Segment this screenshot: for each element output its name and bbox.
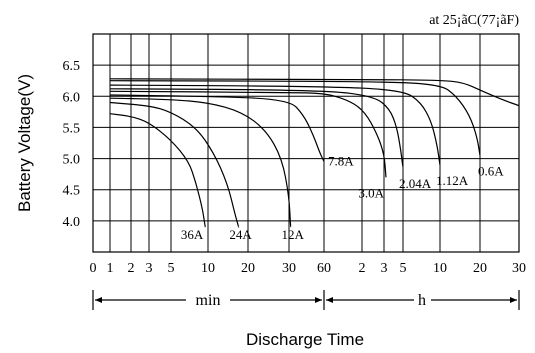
x-tick-label: 10 xyxy=(433,261,447,276)
series-label: 36A xyxy=(181,227,204,242)
series-curve xyxy=(109,78,520,107)
series-label: 24A xyxy=(229,227,252,242)
y-tick-label: 5.0 xyxy=(63,153,81,168)
unit-bracket: min h xyxy=(92,290,520,310)
y-tick-label: 6.0 xyxy=(63,90,81,105)
x-tick-labels: 0 1 2 3 5 10 20 30 60 2 3 5 10 20 30 xyxy=(90,261,527,276)
series-curve xyxy=(109,80,481,156)
x-tick-label: 1 xyxy=(107,261,114,276)
series-curve xyxy=(109,88,404,169)
x-axis-label: Discharge Time xyxy=(246,330,364,349)
x-tick-label: 3 xyxy=(146,261,153,276)
x-tick-label: 20 xyxy=(473,261,487,276)
curves xyxy=(109,78,520,228)
series-label: 1.12A xyxy=(436,173,469,188)
series-curve xyxy=(109,97,292,228)
x-tick-label: 5 xyxy=(168,261,175,276)
y-tick-label: 4.0 xyxy=(63,215,81,230)
series-label: 2.04A xyxy=(399,176,432,191)
series-label: 0.6A xyxy=(478,163,504,178)
y-tick-labels: 4.0 4.5 5.0 5.5 6.0 6.5 xyxy=(63,59,81,230)
series-curve xyxy=(109,94,325,162)
y-tick-label: 5.5 xyxy=(63,121,81,136)
plot-frame xyxy=(92,33,520,253)
series-curve xyxy=(109,90,387,178)
x-tick-label: 10 xyxy=(201,261,215,276)
min-unit-label: min xyxy=(196,292,221,309)
grid xyxy=(93,34,519,252)
x-tick-label: 2 xyxy=(128,261,135,276)
y-tick-label: 6.5 xyxy=(63,59,81,74)
series-curve xyxy=(109,101,240,228)
h-unit-label: h xyxy=(418,292,426,309)
series-label: 3.0A xyxy=(358,185,384,200)
x-tick-label: 3 xyxy=(381,261,388,276)
x-tick-label: 30 xyxy=(512,261,526,276)
series-label: 7.8A xyxy=(328,154,354,169)
bracket-arrowhead xyxy=(315,297,322,303)
y-axis-label: Battery Voltage(V) xyxy=(15,74,34,212)
condition-label: at 25¡ãC(77¡ãF) xyxy=(429,13,519,28)
bracket-arrowhead xyxy=(326,297,333,303)
series-labels: 36A 24A 12A 7.8A 3.0A 2.04A 1.12A 0.6A xyxy=(181,154,504,242)
bracket-arrowhead xyxy=(95,297,102,303)
x-tick-label: 2 xyxy=(359,261,366,276)
x-tick-label: 5 xyxy=(400,261,407,276)
y-tick-label: 4.5 xyxy=(63,184,81,199)
series-label: 12A xyxy=(281,227,304,242)
x-tick-label: 60 xyxy=(317,261,331,276)
x-tick-label: 30 xyxy=(282,261,296,276)
bracket-arrowhead xyxy=(510,297,517,303)
x-tick-label: 0 xyxy=(90,261,97,276)
x-tick-label: 20 xyxy=(241,261,255,276)
series-curve xyxy=(109,113,206,228)
series-curve xyxy=(109,84,441,166)
